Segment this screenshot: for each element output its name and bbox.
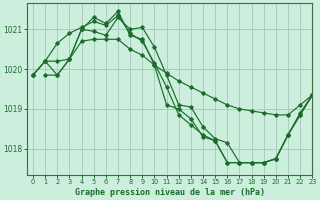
X-axis label: Graphe pression niveau de la mer (hPa): Graphe pression niveau de la mer (hPa) — [75, 188, 265, 197]
